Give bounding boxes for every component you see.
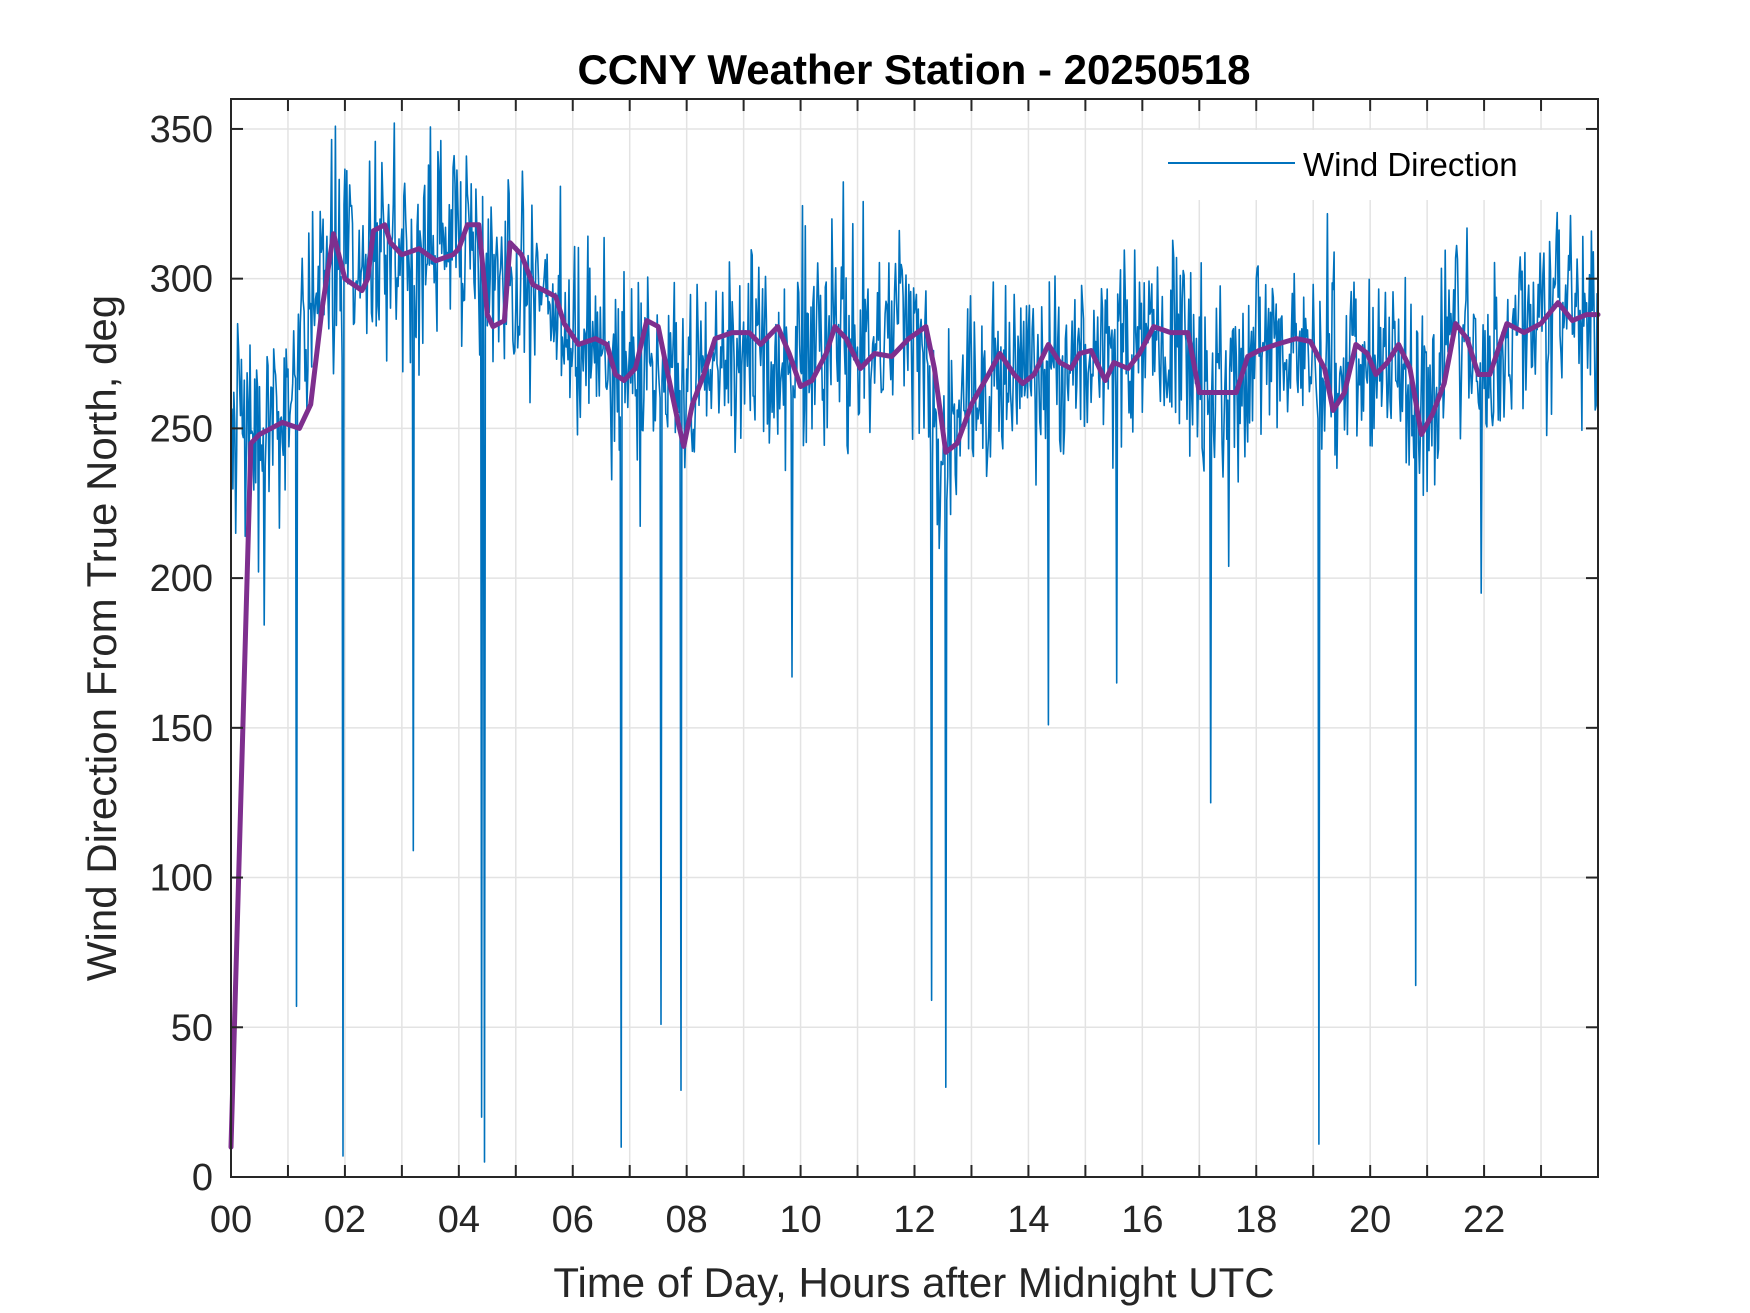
x-tick-label: 18 [1235,1199,1277,1241]
y-tick-label: 150 [150,708,213,750]
legend-box [1154,130,1560,200]
tick-layer: 00 02 04 06 08 10 12 14 16 18 20 22 0 50 100 150 200 250 3… [150,99,1599,1241]
y-tick-label: 350 [150,109,213,151]
y-tick-label: 50 [171,1007,213,1049]
grid-layer [231,99,1598,1177]
y-tick-label: 100 [150,858,213,900]
x-tick-label: 12 [893,1199,935,1241]
moving-average-line [228,222,1601,1150]
series-layer [228,122,1601,1163]
y-axis-label: Wind Direction From True North, deg [78,295,125,981]
legend: Wind Direction [1154,130,1560,200]
x-tick-label: 06 [552,1199,594,1241]
x-tick-label: 02 [324,1199,366,1241]
x-tick-label: 04 [438,1199,480,1241]
x-tick-label: 00 [210,1199,252,1241]
y-tick-label: 200 [150,558,213,600]
x-tick-label: 20 [1349,1199,1391,1241]
x-axis-label: Time of Day, Hours after Midnight UTC [553,1259,1274,1306]
x-tick-label: 10 [779,1199,821,1241]
y-tick-label: 0 [192,1157,213,1199]
x-tick-label: 16 [1121,1199,1163,1241]
x-tick-label: 22 [1463,1199,1505,1241]
wind-direction-line [230,122,1599,1163]
y-tick-label: 250 [150,408,213,450]
y-tick-label: 300 [150,259,213,301]
legend-label-wind-direction: Wind Direction [1303,146,1518,183]
x-tick-label: 14 [1007,1199,1049,1241]
chart-title: CCNY Weather Station - 20250518 [577,46,1250,93]
x-tick-label: 08 [666,1199,708,1241]
